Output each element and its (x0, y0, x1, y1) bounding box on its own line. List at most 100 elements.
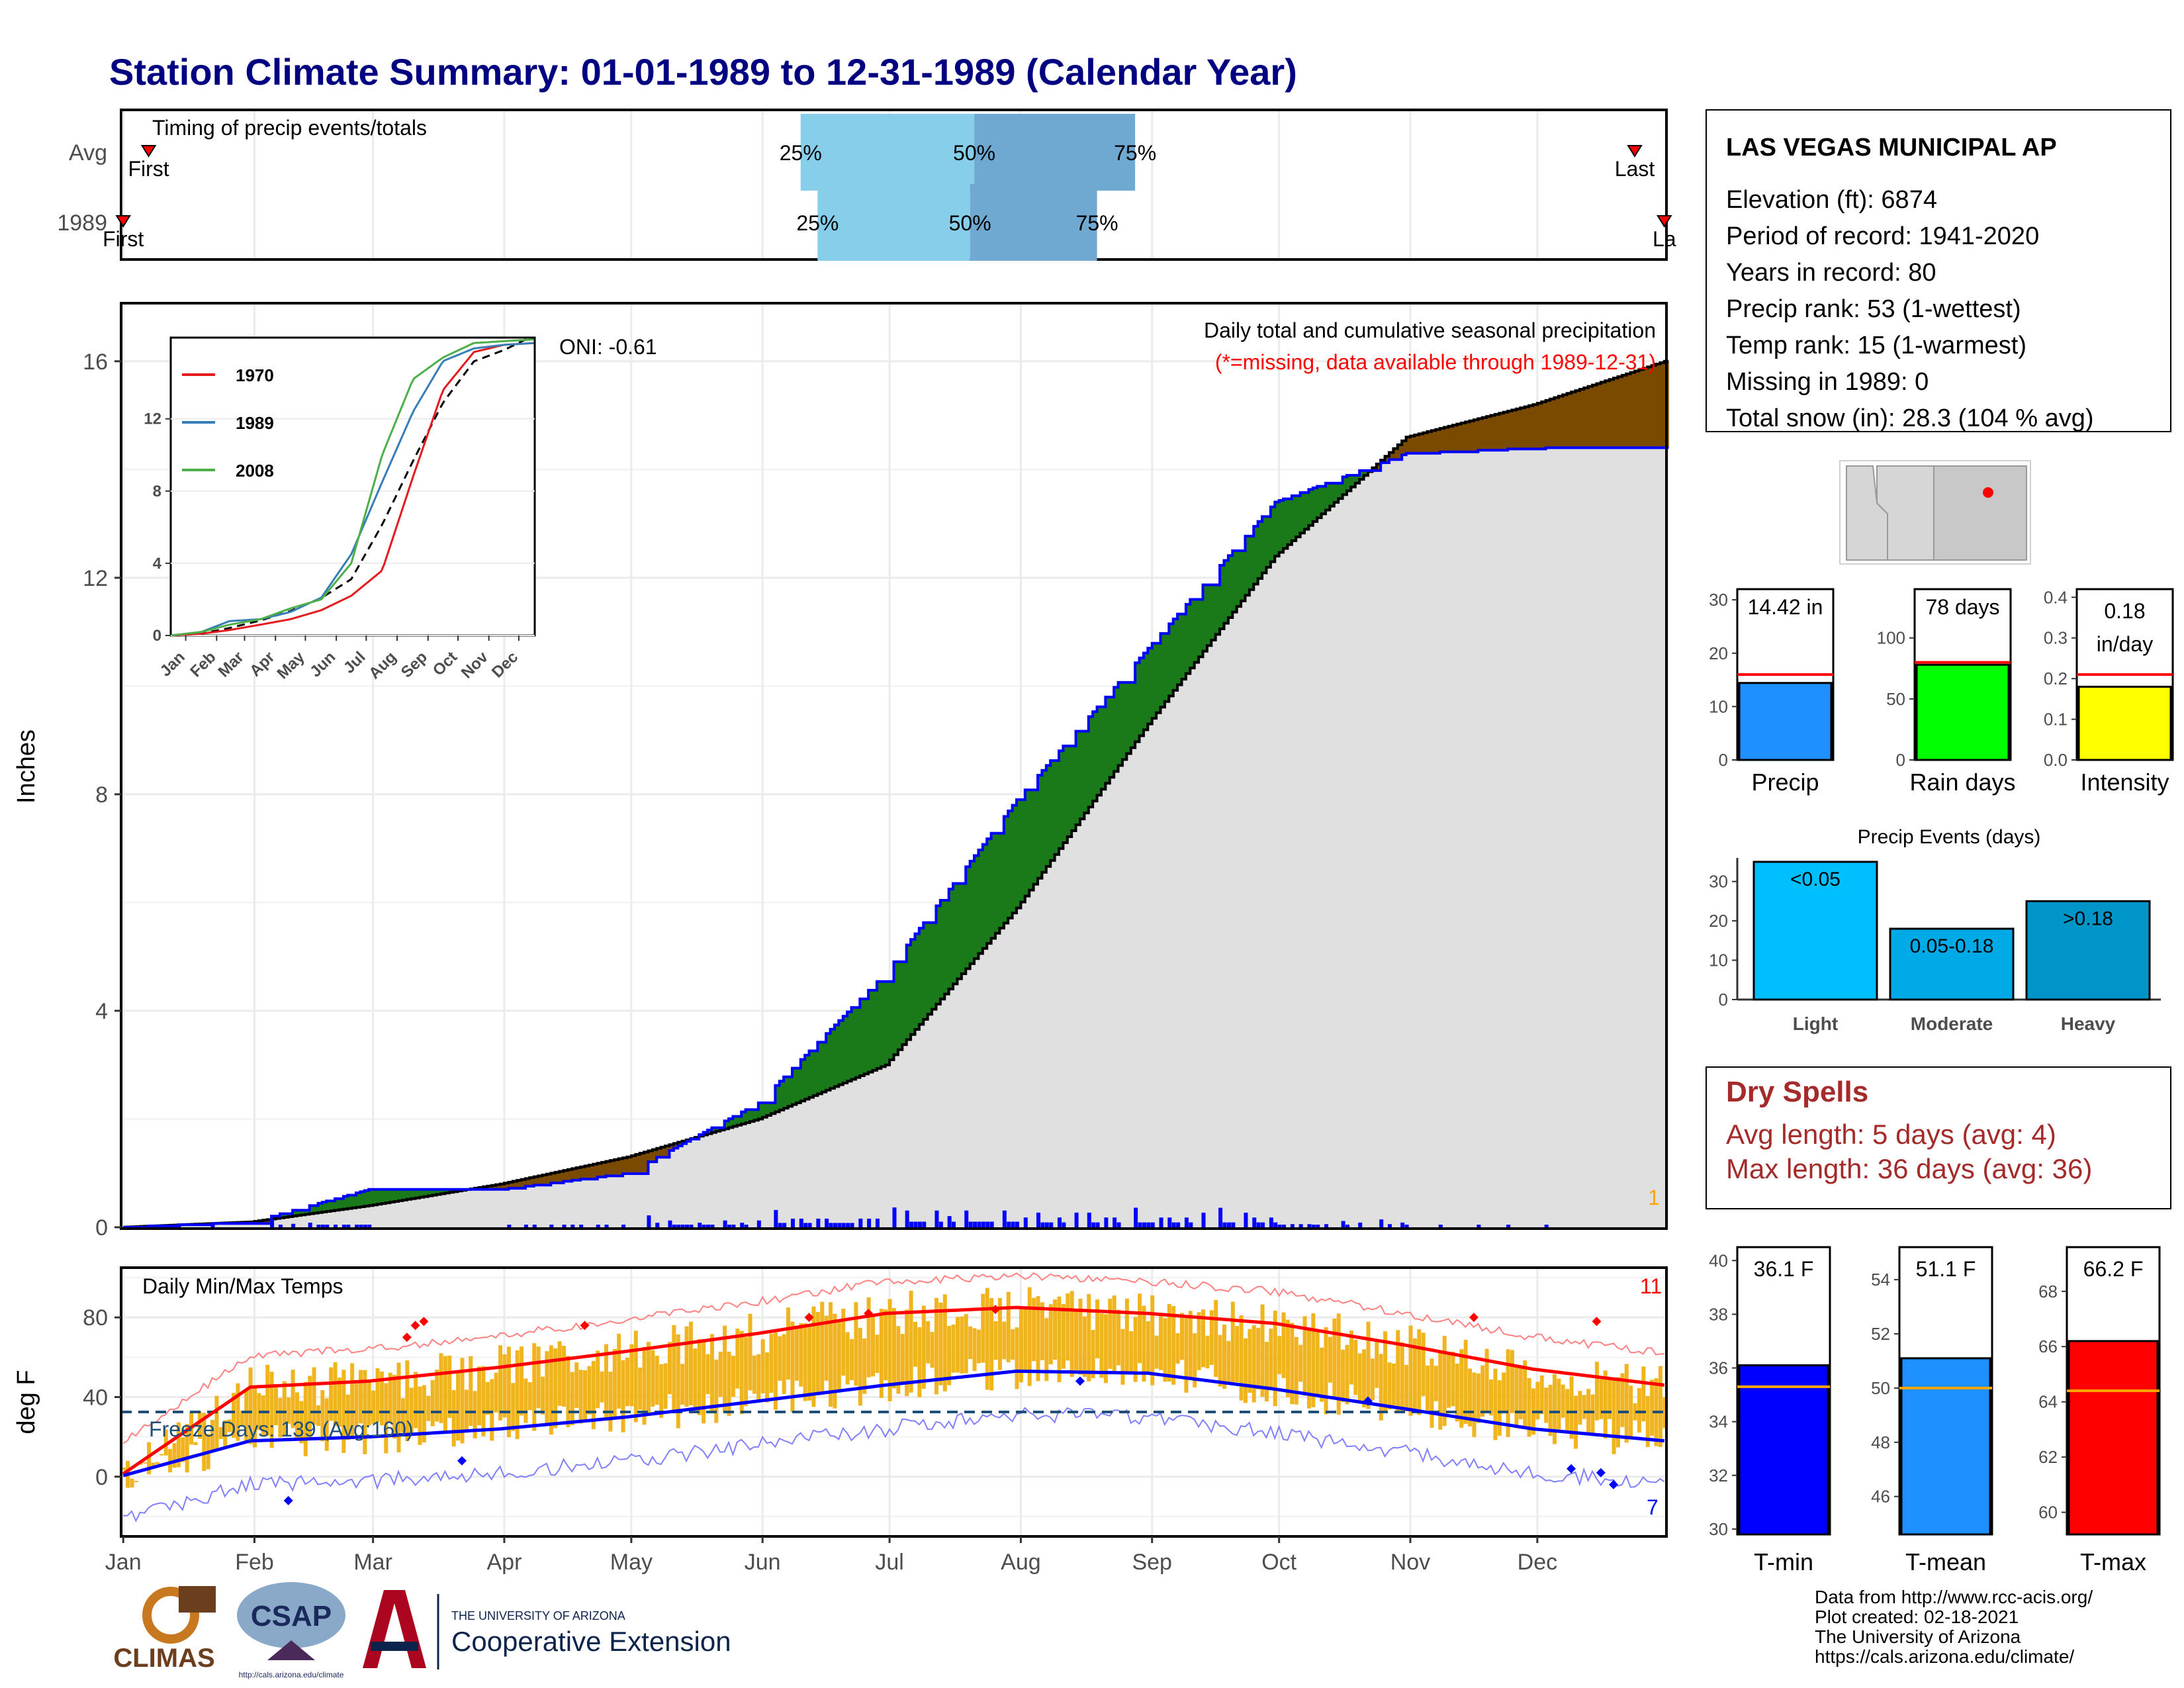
below-average-area (1524, 406, 1529, 449)
daily-temp-bar (527, 1382, 532, 1411)
daily-temp-bar (659, 1364, 664, 1418)
daily-precip-bar (367, 1225, 372, 1227)
events-title: Precip Events (days) (1858, 826, 2041, 848)
below-average-area (1537, 403, 1542, 449)
daily-temp-bar (871, 1315, 876, 1377)
mini-bar-tick-label: 100 (1877, 628, 1905, 648)
below-average-area (1600, 382, 1606, 448)
below-average-area (1512, 410, 1517, 449)
events-tick-label: 0 (1719, 990, 1728, 1009)
above-average-area (855, 1008, 860, 1078)
above-average-area (1262, 516, 1267, 573)
daily-temp-bar (1066, 1293, 1070, 1361)
above-average-area (398, 1189, 403, 1201)
daily-temp-bar (1328, 1336, 1332, 1383)
below-average-area (555, 1172, 560, 1183)
below-average-area (1372, 467, 1377, 471)
daily-precip-bar (320, 1225, 325, 1227)
daily-temp-bar (794, 1327, 799, 1381)
below-average-area (1448, 426, 1453, 452)
inset-y-tick-label: 12 (144, 410, 161, 428)
daily-precip-bar (532, 1225, 537, 1227)
above-average-area (1355, 475, 1360, 483)
below-average-area (597, 1163, 602, 1177)
below-average-area (1388, 452, 1394, 460)
daily-temp-bar (1032, 1297, 1036, 1362)
above-average-area (851, 1008, 856, 1080)
daily-temp-bar (600, 1371, 604, 1403)
timing-title: Timing of precip events/totals (152, 116, 427, 140)
temp-summary-tick-label: 50 (1871, 1378, 1890, 1398)
above-average-area (322, 1202, 327, 1212)
daily-temp-bar (1138, 1293, 1142, 1364)
average-min-line (122, 1369, 1665, 1477)
below-average-area (618, 1158, 623, 1176)
daily-temp-bar (430, 1380, 435, 1427)
above-average-area (1075, 731, 1081, 825)
station-info-line: Total snow (in): 28.3 (104 % avg) (1726, 404, 2094, 432)
events-bar-heavy (2025, 900, 2151, 1001)
daily-temp-bar (1510, 1350, 1514, 1413)
daily-precip-bar (507, 1225, 512, 1227)
above-average-area (318, 1203, 323, 1213)
daily-precip-bar (756, 1220, 761, 1227)
daily-temp-bar (1430, 1358, 1434, 1428)
temp-summary-bar-t-max (2068, 1340, 2159, 1536)
daily-temp-bar (1345, 1344, 1349, 1405)
daily-temp-bar (494, 1372, 498, 1413)
daily-precip-bar (744, 1225, 749, 1227)
above-average-area (974, 855, 979, 959)
below-average-area (1457, 424, 1462, 452)
daily-precip-bar (1298, 1224, 1303, 1227)
above-average-area (889, 981, 894, 1060)
daily-precip-bar (782, 1223, 787, 1227)
daily-precip-bar (816, 1218, 821, 1227)
daily-temp-bar (435, 1369, 439, 1422)
daily-temp-bar (515, 1350, 520, 1439)
daily-temp-bar (697, 1339, 702, 1415)
daily-temp-bar (718, 1351, 723, 1397)
above-average-area (982, 844, 987, 949)
daily-precip-bar (1091, 1222, 1096, 1227)
daily-temp-bar (384, 1383, 388, 1454)
daily-temp-bar (562, 1346, 567, 1407)
daily-temp-bar (951, 1324, 956, 1373)
record-high-marker (419, 1317, 429, 1327)
daily-temp-bar (1447, 1352, 1451, 1408)
daily-temp-bar (997, 1297, 1002, 1370)
record-high-marker (1469, 1313, 1479, 1323)
above-average-area (1215, 585, 1220, 635)
daily-temp-bar (1349, 1331, 1353, 1385)
below-average-area (1541, 401, 1547, 449)
daily-temp-bar (887, 1299, 892, 1401)
below-average-area (665, 1146, 670, 1158)
daily-temp-bar (490, 1379, 494, 1441)
daily-temp-bar (214, 1395, 219, 1451)
inset-average-line (171, 336, 534, 637)
daily-precip-bar (1269, 1217, 1273, 1227)
daily-temp-bar (1175, 1333, 1180, 1364)
above-average-area (1122, 682, 1127, 760)
events-bar-label: Moderate (1911, 1013, 1993, 1034)
record-high-marker (804, 1313, 814, 1323)
daily-temp-bar (1023, 1309, 1028, 1372)
inset-legend-label: 2008 (236, 461, 274, 481)
daily-temp-bar (439, 1353, 443, 1423)
below-average-area (1469, 420, 1475, 452)
daily-temp-bar (414, 1372, 418, 1429)
below-average-area (648, 1150, 653, 1162)
below-average-area (1558, 396, 1563, 448)
events-tick-label: 10 (1709, 951, 1728, 970)
above-average-area (1046, 765, 1051, 867)
daily-temp-bar (578, 1370, 583, 1424)
above-average-area (436, 1189, 441, 1195)
below-average-area (1614, 378, 1618, 448)
above-average-area (293, 1210, 297, 1217)
below-average-area (1490, 415, 1496, 451)
daily-precip-bar (1252, 1217, 1257, 1227)
station-info-line: Elevation (ft): 6874 (1726, 186, 1937, 214)
daily-temp-bar (1357, 1353, 1362, 1402)
daily-precip-bar (977, 1221, 981, 1227)
daily-temp-bar (1201, 1309, 1205, 1368)
below-average-area (627, 1156, 632, 1174)
